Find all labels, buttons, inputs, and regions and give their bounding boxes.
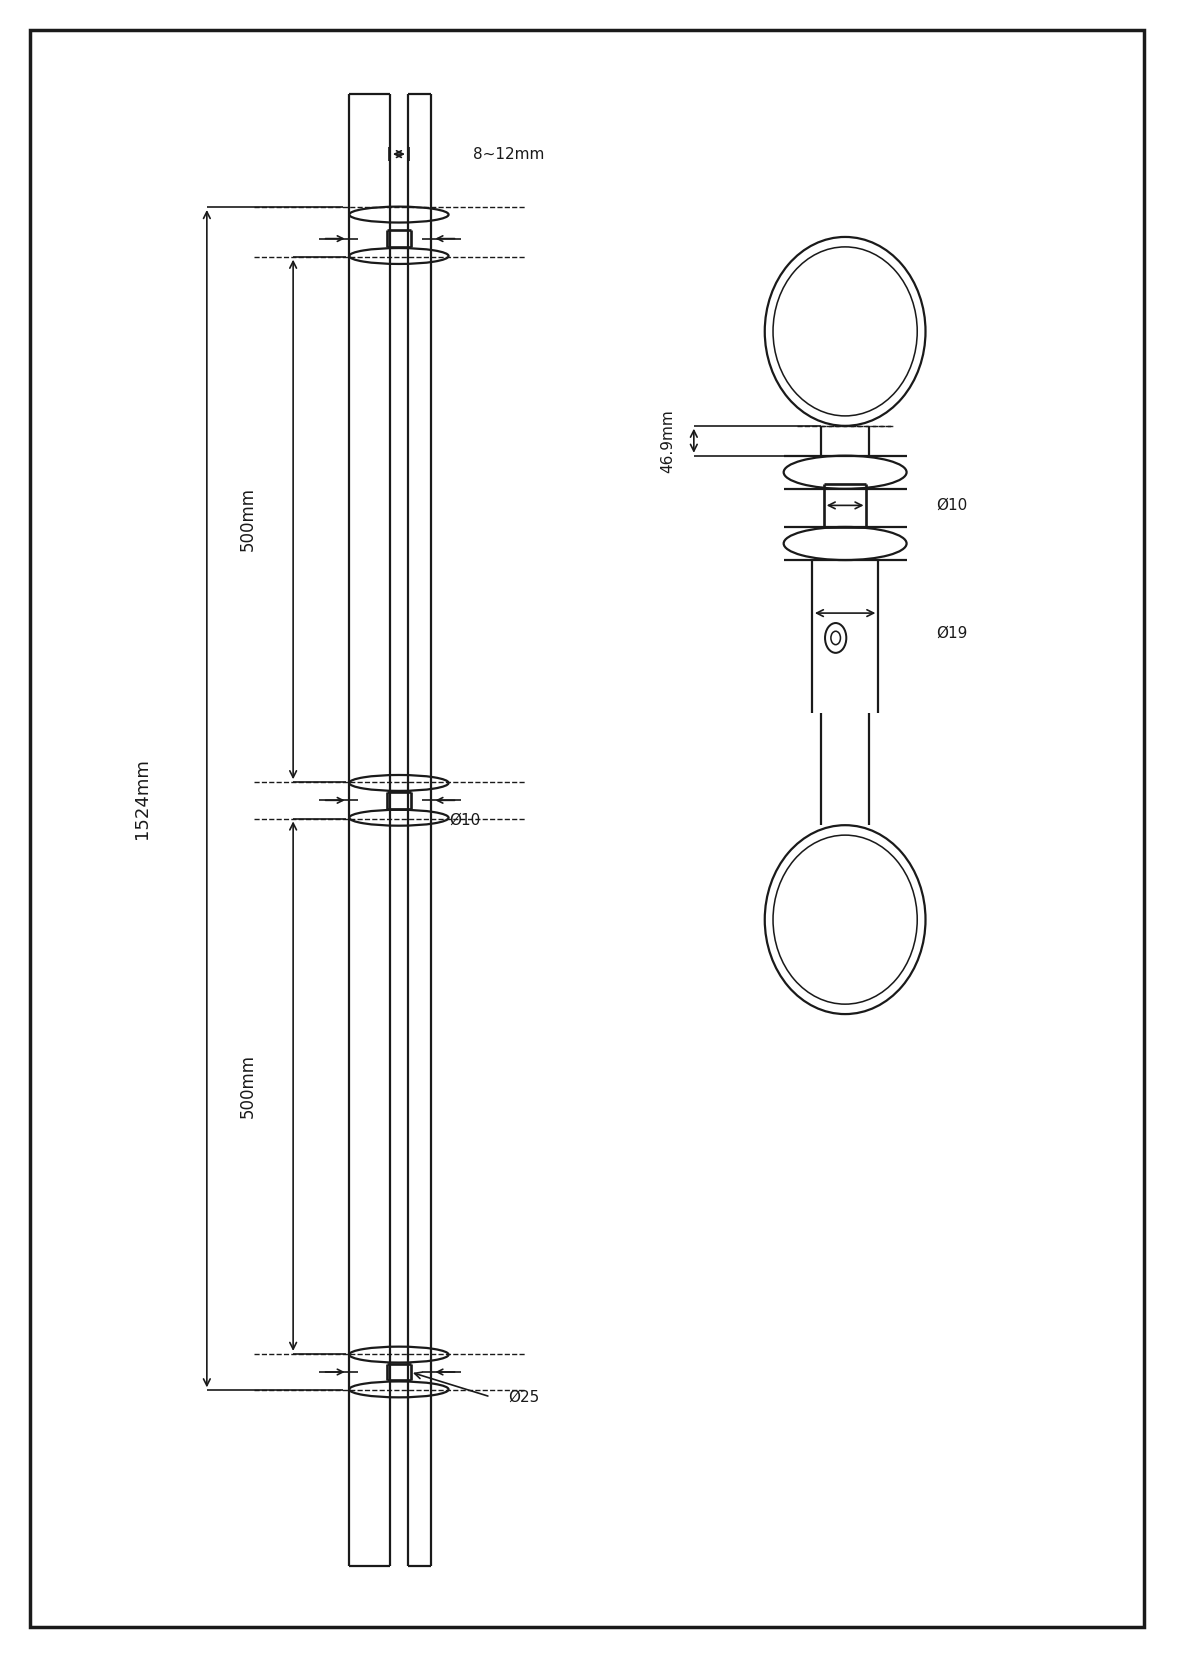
Text: 500mm: 500mm — [239, 487, 258, 552]
Text: Ø19: Ø19 — [936, 625, 968, 641]
Text: 1524mm: 1524mm — [132, 759, 151, 838]
Text: 500mm: 500mm — [239, 1054, 258, 1118]
Text: 46.9mm: 46.9mm — [661, 409, 675, 472]
Text: Ø10: Ø10 — [936, 497, 967, 514]
Text: Ø10: Ø10 — [449, 812, 480, 828]
Text: 8~12mm: 8~12mm — [473, 146, 544, 162]
Text: Ø25: Ø25 — [508, 1389, 539, 1405]
